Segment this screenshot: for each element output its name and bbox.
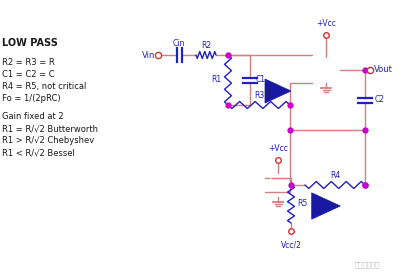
Text: R1: R1 [211,76,221,84]
Text: R2: R2 [201,41,211,49]
Text: +Vcc: +Vcc [316,19,336,28]
Text: C1: C1 [256,76,266,84]
Text: R4 = R5, not critical: R4 = R5, not critical [2,82,86,91]
Text: C1 = C2 = C: C1 = C2 = C [2,70,55,79]
Text: Vcc/2: Vcc/2 [281,241,301,250]
Text: R3: R3 [254,91,264,100]
Text: Vout: Vout [374,65,393,75]
Text: -: - [269,184,273,193]
Text: +Vcc: +Vcc [268,144,288,153]
Polygon shape [265,79,291,103]
Text: -: - [316,70,320,79]
Text: LOW PASS: LOW PASS [2,38,58,48]
Text: Cin: Cin [173,39,185,49]
Text: Fo = 1/(2pRC): Fo = 1/(2pRC) [2,94,61,103]
Text: +: + [314,61,322,70]
Text: +: + [267,177,275,186]
Text: 張飛實戰電子: 張飛實戰電子 [355,262,381,268]
Text: R5: R5 [297,200,307,208]
Text: C2: C2 [375,95,385,105]
Text: R2 = R3 = R: R2 = R3 = R [2,58,55,67]
Text: Gain fixed at 2: Gain fixed at 2 [2,112,63,121]
Text: Vin: Vin [142,51,155,60]
Text: R1 < R/√2 Bessel: R1 < R/√2 Bessel [2,148,75,157]
Text: R1 > R/√2 Chebyshev: R1 > R/√2 Chebyshev [2,136,94,145]
Text: R4: R4 [330,171,340,179]
Text: R1 = R/√2 Butterworth: R1 = R/√2 Butterworth [2,124,98,133]
Polygon shape [312,193,340,219]
